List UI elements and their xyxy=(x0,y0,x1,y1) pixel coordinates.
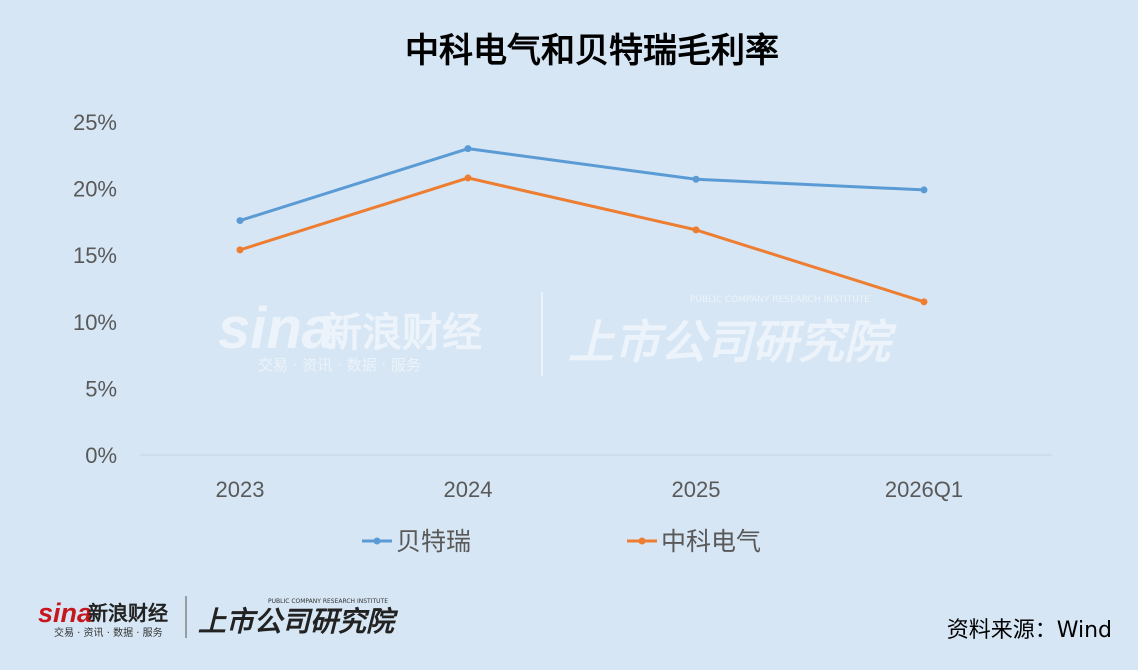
data-point xyxy=(692,226,700,234)
footer-sina-sub: 交易 · 资讯 · 数据 · 服务 xyxy=(54,626,163,639)
y-axis: 0% 5% 10% 15% 20% 25% xyxy=(73,110,117,468)
data-point xyxy=(464,145,472,153)
x-tick-label: 2025 xyxy=(672,477,721,502)
legend-swatch-marker xyxy=(638,537,646,545)
footer-sina-cn: 新浪财经 xyxy=(88,601,168,625)
legend-label: 中科电气 xyxy=(661,527,761,556)
legend-label: 贝特瑞 xyxy=(396,527,471,556)
y-tick-label: 0% xyxy=(85,443,117,468)
footer-institute-en: PUBLIC COMPANY RESEARCH INSTITUTE xyxy=(268,598,388,605)
y-tick-label: 10% xyxy=(73,310,117,335)
watermark-logo: sina 新浪财经 交易 · 资讯 · 数据 · 服务 上市公司研究院 PUBL… xyxy=(218,292,897,376)
svg-text:PUBLIC COMPANY RESEARCH INSTIT: PUBLIC COMPANY RESEARCH INSTITUTE xyxy=(690,295,870,305)
data-point xyxy=(236,217,244,225)
data-point xyxy=(920,298,928,306)
y-tick-label: 25% xyxy=(73,110,117,135)
data-point xyxy=(920,186,928,194)
svg-text:交易 · 资讯 · 数据 · 服务: 交易 · 资讯 · 数据 · 服务 xyxy=(258,356,421,374)
x-tick-label: 2026Q1 xyxy=(885,477,963,502)
series-line-1 xyxy=(239,176,925,304)
y-tick-label: 20% xyxy=(73,177,117,202)
data-point xyxy=(464,174,472,182)
data-point xyxy=(236,246,244,254)
y-tick-label: 5% xyxy=(85,376,117,401)
footer-institute: 上市公司研究院 xyxy=(198,605,399,638)
svg-text:上市公司研究院: 上市公司研究院 xyxy=(568,315,897,369)
legend-swatch-marker xyxy=(373,537,381,545)
chart-title: 中科电气和贝特瑞毛利率 xyxy=(405,31,779,71)
y-tick-label: 15% xyxy=(73,243,117,268)
footer-logo: sina 新浪财经 交易 · 资讯 · 数据 · 服务 上市公司研究院 PUBL… xyxy=(38,592,418,646)
svg-text:sina: sina xyxy=(218,296,334,361)
x-tick-label: 2024 xyxy=(444,477,493,502)
data-point xyxy=(692,175,700,183)
series-line-0 xyxy=(239,147,925,222)
svg-text:新浪财经: 新浪财经 xyxy=(322,310,482,356)
x-axis: 2023 2024 2025 2026Q1 xyxy=(216,477,964,502)
x-tick-label: 2023 xyxy=(216,477,265,502)
source-note: 资料来源：Wind xyxy=(946,618,1112,643)
plot-area xyxy=(236,145,928,306)
footer-sina-brand: sina xyxy=(38,598,92,628)
legend: 贝特瑞 中科电气 xyxy=(362,527,761,556)
